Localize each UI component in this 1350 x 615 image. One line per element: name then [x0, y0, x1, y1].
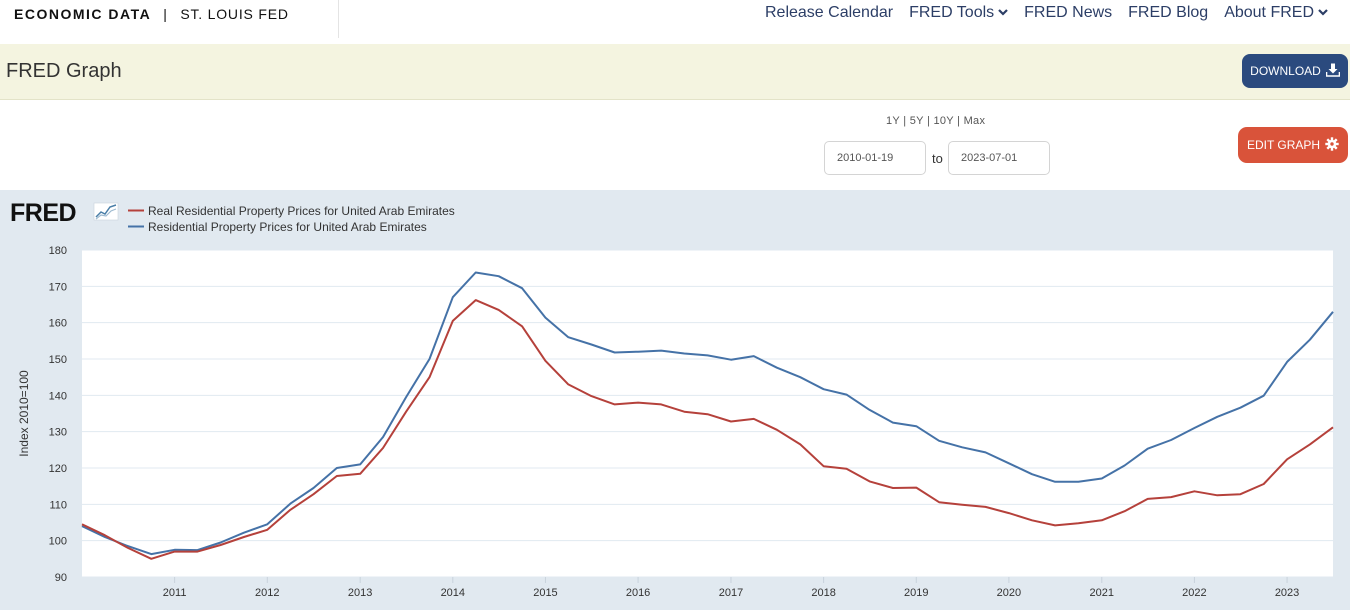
y-axis-label: Index 2010=100: [17, 370, 31, 457]
nav-release-calendar[interactable]: Release Calendar: [765, 4, 893, 22]
nav-fred-news[interactable]: FRED News: [1024, 4, 1112, 22]
range-shortcuts[interactable]: 1Y | 5Y | 10Y | Max: [886, 115, 986, 127]
x-tick-label: 2014: [441, 587, 465, 599]
x-tick-label: 2023: [1275, 587, 1299, 599]
end-date-input[interactable]: [948, 141, 1050, 175]
nav-label: FRED Blog: [1128, 4, 1209, 21]
x-tick-label: 2016: [626, 587, 650, 599]
x-axis-ticks: 2011 2012 2013 2014 2015 2016 2017 2018 2019 2020…: [163, 577, 1299, 599]
nav-label: FRED News: [1024, 4, 1113, 21]
gear-icon: [1325, 136, 1339, 154]
chart-legend: Real Residential Property Prices for Uni…: [128, 204, 455, 234]
nav-about-fred[interactable]: About FRED: [1224, 4, 1328, 22]
header-divider: [338, 0, 339, 38]
x-tick-label: 2013: [348, 587, 372, 599]
graph-title-bar: FRED Graph DOWNLOAD: [0, 44, 1350, 100]
download-button[interactable]: DOWNLOAD: [1242, 54, 1348, 88]
nav-label: About FRED: [1224, 4, 1314, 21]
nav-fred-blog[interactable]: FRED Blog: [1128, 4, 1208, 22]
edit-graph-label: EDIT GRAPH: [1246, 138, 1321, 152]
x-tick-label: 2020: [997, 587, 1021, 599]
legend-label-nominal: Residential Property Prices for United A…: [148, 220, 427, 234]
y-axis-ticks: 90 100 110 120 130 140 150 160 170 180: [49, 245, 67, 584]
download-icon: [1325, 63, 1341, 80]
y-tick-label: 160: [49, 318, 67, 330]
x-tick-label: 2019: [904, 587, 928, 599]
x-tick-label: 2022: [1182, 587, 1206, 599]
chevron-down-icon: [998, 7, 1008, 19]
fred-logo-text: FRED: [10, 199, 76, 227]
main-nav: Release Calendar FRED Tools FRED News FR…: [765, 4, 1328, 22]
edit-graph-button[interactable]: EDIT GRAPH: [1238, 127, 1348, 163]
top-navigation: ECONOMIC DATA | ST. LOUIS FED Release Ca…: [0, 0, 1350, 45]
grid-lines: [82, 249, 1333, 578]
y-tick-label: 170: [49, 281, 67, 293]
x-tick-label: 2018: [811, 587, 835, 599]
y-tick-label: 130: [49, 427, 67, 439]
start-date-input[interactable]: [824, 141, 926, 175]
brand-org: ST. LOUIS FED: [180, 6, 289, 22]
y-tick-label: 110: [49, 499, 67, 511]
nav-label: FRED Tools: [909, 4, 995, 21]
x-tick-label: 2012: [255, 587, 279, 599]
series-line-real[interactable]: [81, 299, 1334, 560]
nav-label: Release Calendar: [765, 4, 894, 21]
y-tick-label: 90: [55, 572, 67, 584]
page-title: FRED Graph: [6, 60, 122, 82]
fred-logo-icon: [93, 202, 119, 221]
x-tick-label: 2017: [719, 587, 743, 599]
x-tick-label: 2021: [1090, 587, 1114, 599]
x-tick-label: 2015: [533, 587, 557, 599]
brand-name: ECONOMIC DATA: [14, 6, 152, 22]
legend-label-real: Real Residential Property Prices for Uni…: [148, 204, 455, 218]
line-chart[interactable]: FRED Real Residential Property Prices fo…: [0, 190, 1350, 610]
y-tick-label: 150: [49, 354, 67, 366]
series-lines: [81, 271, 1334, 560]
brand-separator: |: [163, 6, 169, 22]
date-to-label: to: [932, 151, 943, 166]
y-tick-label: 100: [49, 536, 67, 548]
chart-container: FRED Real Residential Property Prices fo…: [0, 190, 1350, 610]
y-tick-label: 180: [49, 245, 67, 257]
x-tick-label: 2011: [163, 587, 187, 599]
chevron-down-icon: [1318, 7, 1328, 19]
nav-fred-tools[interactable]: FRED Tools: [909, 4, 1008, 22]
y-tick-label: 140: [49, 390, 67, 402]
site-brand[interactable]: ECONOMIC DATA | ST. LOUIS FED: [14, 6, 289, 22]
y-tick-label: 120: [49, 463, 67, 475]
series-line-nominal[interactable]: [81, 271, 1334, 556]
download-label: DOWNLOAD: [1250, 64, 1321, 78]
